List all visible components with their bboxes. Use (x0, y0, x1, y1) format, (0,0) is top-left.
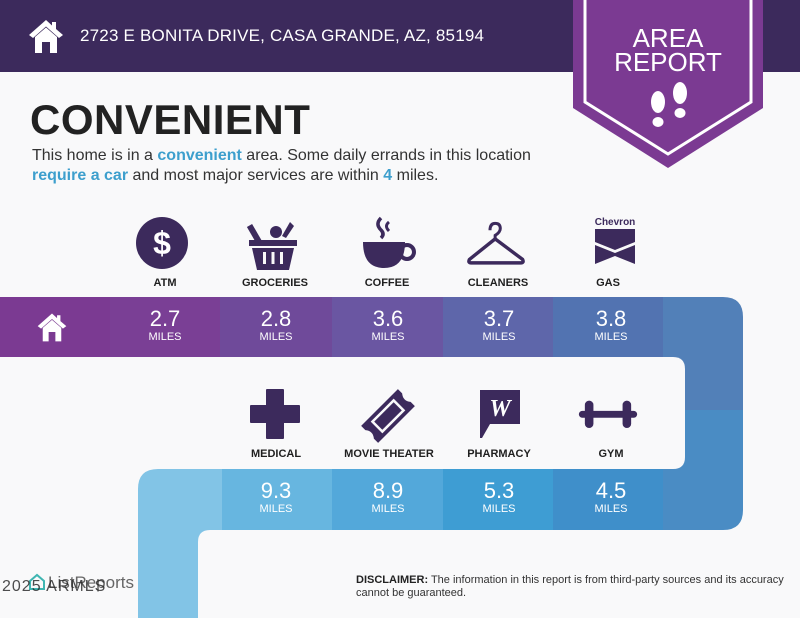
rating-title: CONVENIENT (30, 96, 311, 143)
distance-groceries: 2.8 MILES (259, 306, 293, 344)
amenity-label-pharmacy: PHARMACY (467, 448, 531, 460)
amenity-label-cleaners: CLEANERS (467, 277, 529, 289)
chevron-logo-icon: Chevron (595, 217, 636, 264)
distance-gas: 3.8 MILES (594, 306, 628, 344)
distance-cleaners: 3.7 MILES (482, 306, 516, 344)
dumbbell-icon (578, 400, 638, 428)
distance-coffee: 3.6 MILES (371, 306, 405, 344)
footprints-icon (651, 82, 687, 127)
medical-cross-icon (250, 389, 300, 439)
coffee-cup-icon (363, 216, 416, 268)
dollar-icon: $ (136, 217, 188, 269)
amenity-label-groceries: GROCERIES (241, 277, 308, 289)
disclaimer: DISCLAIMER: The information in this repo… (356, 574, 784, 599)
svg-text:$: $ (153, 225, 171, 261)
ticket-icon (361, 389, 415, 443)
distance-atm: 2.7 MILES (148, 306, 182, 344)
property-address: 2723 E BONITA DRIVE, CASA GRANDE, AZ, 85… (80, 26, 485, 45)
badge-line-1: AREA (632, 23, 704, 53)
mls-watermark: 2025 ARMLS (2, 578, 107, 595)
amenity-label-medical: MEDICAL (250, 448, 302, 460)
listreports-logo: ListReports (28, 573, 134, 593)
rating-description: This home is in a convenient area. Some … (32, 147, 531, 184)
distance-pharmacy: 5.3 MILES (482, 478, 516, 516)
distance-gym: 4.5 MILES (594, 478, 628, 516)
distance-movie-theater: 8.9 MILES (371, 478, 405, 516)
hanger-icon (467, 221, 525, 265)
svg-text:W: W (489, 396, 512, 422)
badge-line-2: REPORT (614, 47, 722, 77)
amenity-label-coffee: COFFEE (364, 277, 410, 289)
basket-icon (246, 222, 297, 270)
amenity-label-atm: ATM (153, 277, 177, 289)
home-icon (37, 313, 67, 342)
amenity-label-gym: GYM (598, 448, 624, 460)
distance-medical: 9.3 MILES (259, 478, 293, 516)
home-icon (29, 20, 63, 53)
listreports-house-icon (29, 573, 45, 590)
svg-text:Chevron: Chevron (595, 217, 636, 228)
amenity-label-gas: GAS (596, 277, 620, 289)
walgreens-logo-icon: W (480, 390, 520, 438)
area-report-badge: AREA REPORT (573, 0, 763, 170)
amenity-label-movie-theater: MOVIE THEATER (344, 448, 434, 460)
